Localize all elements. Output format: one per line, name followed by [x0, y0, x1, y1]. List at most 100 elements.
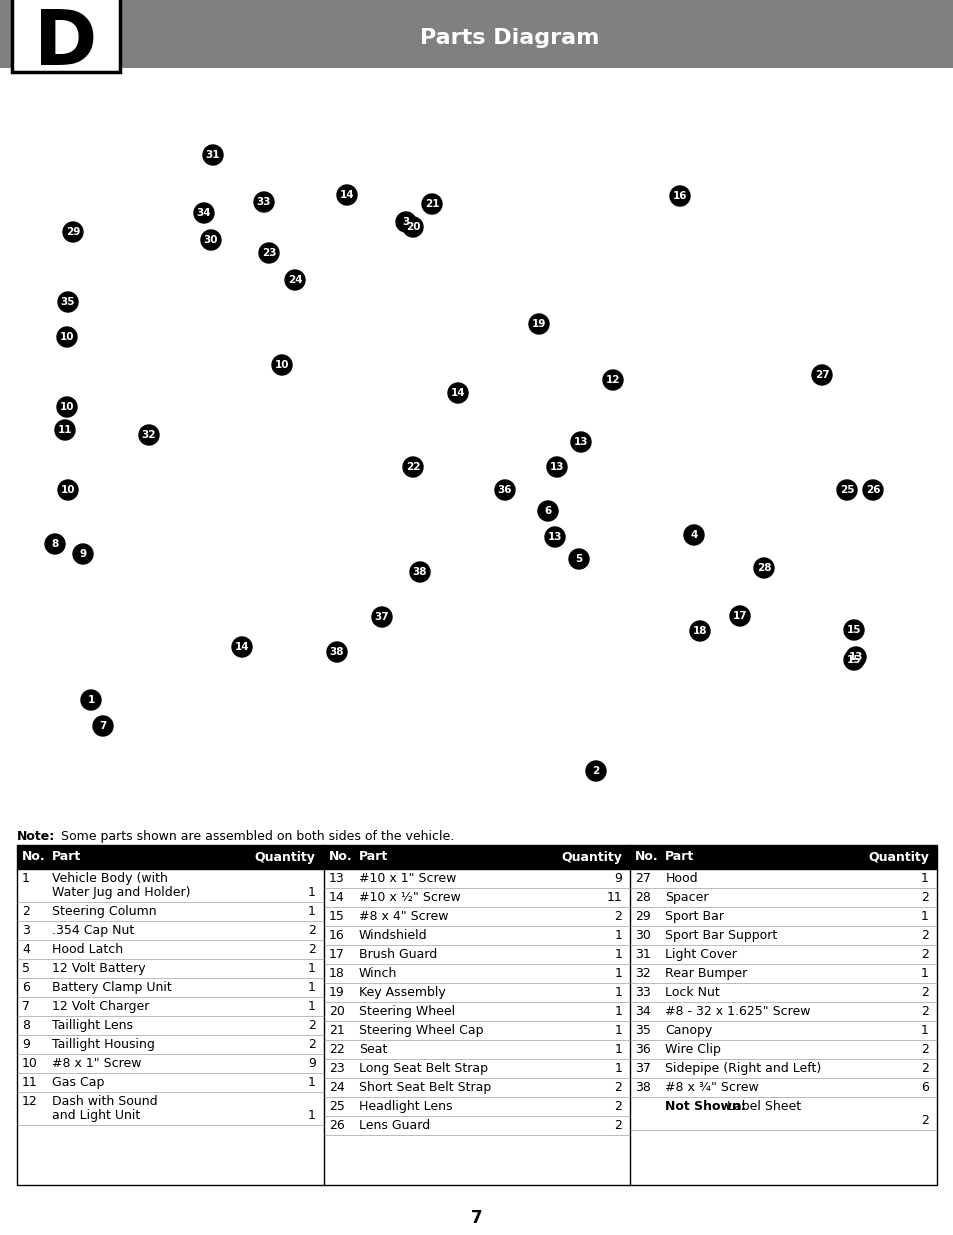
- Text: Hood Latch: Hood Latch: [52, 944, 123, 956]
- Text: 2: 2: [921, 948, 928, 961]
- Circle shape: [571, 432, 590, 452]
- Circle shape: [63, 222, 83, 242]
- Circle shape: [57, 396, 77, 417]
- Text: 37: 37: [375, 613, 389, 622]
- Circle shape: [58, 291, 78, 312]
- Text: 35: 35: [61, 296, 75, 308]
- Text: 20: 20: [329, 1005, 344, 1018]
- Circle shape: [258, 243, 278, 263]
- Text: Not Shown:: Not Shown:: [664, 1100, 745, 1113]
- Text: 8: 8: [22, 1019, 30, 1032]
- Text: 1: 1: [614, 948, 621, 961]
- Text: Gas Cap: Gas Cap: [52, 1076, 104, 1089]
- Text: 11: 11: [58, 425, 72, 435]
- Circle shape: [372, 606, 392, 627]
- Text: 27: 27: [635, 872, 651, 885]
- Text: 10: 10: [60, 403, 74, 412]
- Text: 13: 13: [329, 872, 344, 885]
- Text: Steering Wheel: Steering Wheel: [358, 1005, 455, 1018]
- Text: Light Cover: Light Cover: [664, 948, 737, 961]
- Circle shape: [81, 690, 101, 710]
- Circle shape: [689, 621, 709, 641]
- Text: No.: No.: [22, 851, 46, 863]
- Text: 1: 1: [614, 1024, 621, 1037]
- Text: 14: 14: [329, 890, 344, 904]
- Circle shape: [421, 194, 441, 214]
- Text: 15: 15: [846, 655, 861, 664]
- Text: 17: 17: [732, 611, 746, 621]
- Text: Rear Bumper: Rear Bumper: [664, 967, 747, 981]
- Circle shape: [402, 217, 422, 237]
- Text: D: D: [34, 7, 97, 82]
- Text: 19: 19: [329, 986, 344, 999]
- Text: 2: 2: [614, 1081, 621, 1094]
- Text: Headlight Lens: Headlight Lens: [358, 1100, 452, 1113]
- Text: 10: 10: [274, 359, 289, 370]
- Text: 12: 12: [605, 375, 619, 385]
- Text: 9: 9: [79, 550, 87, 559]
- Text: 13: 13: [848, 652, 862, 662]
- Text: Brush Guard: Brush Guard: [358, 948, 436, 961]
- Text: 30: 30: [635, 929, 651, 942]
- Bar: [17, 845, 936, 869]
- Text: 4: 4: [690, 530, 697, 540]
- Text: Note:: Note:: [17, 830, 55, 844]
- Text: 12: 12: [22, 1095, 38, 1108]
- Text: Steering Column: Steering Column: [52, 905, 156, 918]
- Text: 13: 13: [573, 437, 588, 447]
- Text: Vehicle Body (with: Vehicle Body (with: [52, 872, 168, 884]
- Circle shape: [336, 185, 356, 205]
- Text: 1: 1: [308, 885, 315, 899]
- Circle shape: [669, 186, 689, 206]
- Text: 21: 21: [424, 199, 438, 209]
- Circle shape: [529, 314, 548, 333]
- Circle shape: [811, 366, 831, 385]
- Text: 23: 23: [261, 248, 276, 258]
- Text: 1: 1: [614, 967, 621, 981]
- Circle shape: [45, 534, 65, 555]
- Text: 1: 1: [921, 910, 928, 923]
- Text: Sport Bar Support: Sport Bar Support: [664, 929, 777, 942]
- Text: 1: 1: [308, 1109, 315, 1121]
- Circle shape: [232, 637, 252, 657]
- Text: 9: 9: [614, 872, 621, 885]
- Text: 10: 10: [22, 1057, 38, 1070]
- Text: 2: 2: [614, 1119, 621, 1132]
- Text: Quantity: Quantity: [867, 851, 928, 863]
- Text: 10: 10: [61, 485, 75, 495]
- Text: 6: 6: [921, 1081, 928, 1094]
- Text: 1: 1: [614, 1005, 621, 1018]
- Circle shape: [843, 650, 863, 671]
- Text: 9: 9: [308, 1057, 315, 1070]
- Text: 2: 2: [308, 944, 315, 956]
- Text: 1: 1: [614, 929, 621, 942]
- Text: 14: 14: [450, 388, 465, 398]
- Text: 24: 24: [288, 275, 302, 285]
- Text: 16: 16: [329, 929, 344, 942]
- Text: 2: 2: [308, 1019, 315, 1032]
- Text: 7: 7: [22, 1000, 30, 1013]
- Text: 4: 4: [22, 944, 30, 956]
- Circle shape: [55, 420, 75, 440]
- Circle shape: [862, 480, 882, 500]
- Text: 2: 2: [921, 890, 928, 904]
- Text: #8 x 4" Screw: #8 x 4" Screw: [358, 910, 448, 923]
- Text: 33: 33: [635, 986, 650, 999]
- Text: Taillight Lens: Taillight Lens: [52, 1019, 132, 1032]
- Text: Canopy: Canopy: [664, 1024, 712, 1037]
- Circle shape: [327, 642, 347, 662]
- Text: Spacer: Spacer: [664, 890, 708, 904]
- Text: .354 Cap Nut: .354 Cap Nut: [52, 924, 134, 937]
- Text: 3: 3: [22, 924, 30, 937]
- Text: 34: 34: [196, 207, 212, 219]
- Text: 1: 1: [614, 1062, 621, 1074]
- Text: 7: 7: [471, 1209, 482, 1228]
- Circle shape: [285, 270, 305, 290]
- Text: Water Jug and Holder): Water Jug and Holder): [52, 885, 191, 899]
- Text: 2: 2: [614, 910, 621, 923]
- Text: 1: 1: [308, 962, 315, 974]
- Text: 7: 7: [99, 721, 107, 731]
- Text: 2: 2: [592, 766, 599, 776]
- Text: 1: 1: [614, 1044, 621, 1056]
- Circle shape: [729, 606, 749, 626]
